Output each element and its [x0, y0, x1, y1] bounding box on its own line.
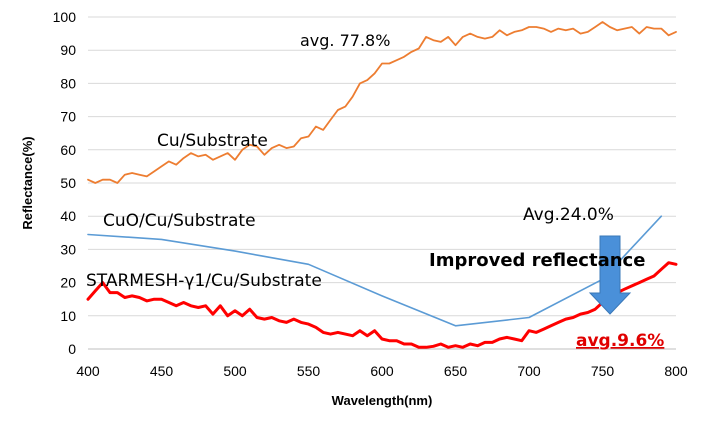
improvement-arrow-icon — [588, 235, 632, 315]
x-tick-label: 700 — [517, 363, 541, 379]
y-axis-title: Reflectance(%) — [20, 136, 35, 229]
y-tick-label: 100 — [53, 9, 77, 25]
y-tick-label: 50 — [60, 175, 76, 191]
y-tick-label: 60 — [60, 142, 76, 158]
x-axis-title: Wavelength(nm) — [332, 393, 433, 408]
series-line-0 — [87, 21, 677, 184]
y-tick-label: 80 — [60, 75, 76, 91]
x-tick-label: 600 — [370, 363, 394, 379]
y-tick-label: 30 — [60, 241, 76, 257]
down-arrow-icon — [588, 235, 632, 315]
annotation-label-cuo: CuO/Cu/Substrate — [103, 211, 256, 231]
grid-lines — [88, 16, 676, 350]
y-tick-label: 90 — [60, 42, 76, 58]
y-tick-label: 0 — [68, 341, 76, 357]
annotation-avg-cu: avg. 77.8% — [300, 31, 390, 50]
y-tick-label: 20 — [60, 275, 76, 291]
annotation-improved-reflectance: Improved reflectance — [429, 250, 645, 271]
x-tick-label: 450 — [150, 363, 174, 379]
y-tick-label: 70 — [60, 109, 76, 125]
series-lines — [86, 21, 678, 349]
annotation-label-starmesh: STARMESH-γ1/Cu/Substrate — [86, 271, 322, 291]
series-line-2 — [86, 261, 678, 349]
x-tick-label: 400 — [76, 363, 100, 379]
axes: 0 10 20 30 40 50 60 70 80 90 100 400 450 500 550 600 650… — [53, 9, 688, 379]
x-tick-label: 500 — [223, 363, 247, 379]
y-tick-label: 40 — [60, 208, 76, 224]
annotation-label-cu: Cu/Substrate — [157, 131, 268, 151]
x-tick-label: 750 — [591, 363, 615, 379]
series-line-1 — [87, 215, 663, 327]
y-tick-label: 10 — [60, 308, 76, 324]
x-tick-label: 800 — [664, 363, 688, 379]
x-tick-label: 650 — [444, 363, 468, 379]
annotation-avg-cuo: Avg.24.0% — [523, 205, 614, 225]
x-tick-label: 550 — [297, 363, 321, 379]
annotation-avg-starmesh: avg.9.6% — [576, 331, 664, 351]
